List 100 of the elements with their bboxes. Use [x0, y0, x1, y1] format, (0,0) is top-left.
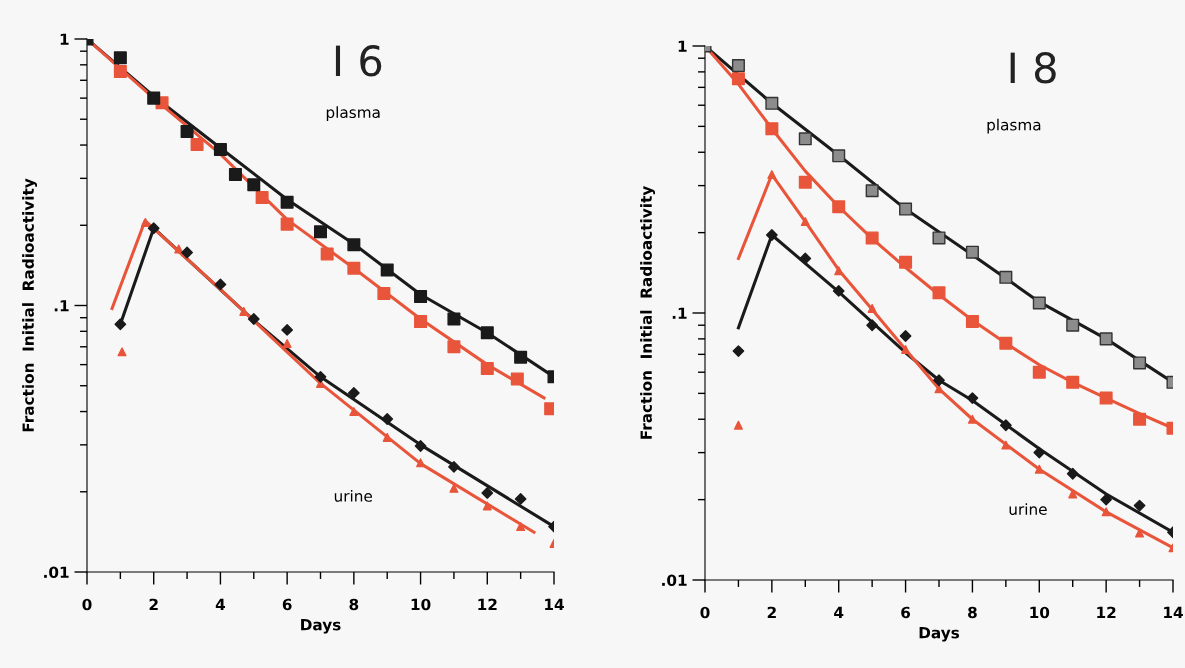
point — [767, 170, 777, 180]
point — [381, 413, 394, 425]
point — [1133, 356, 1147, 370]
x-axis-title: Days — [919, 627, 960, 642]
point — [999, 336, 1013, 350]
point — [516, 522, 526, 532]
y-tick-label: .1 — [54, 300, 69, 312]
point — [447, 312, 461, 326]
point — [113, 51, 127, 65]
point — [966, 392, 979, 405]
point — [999, 419, 1012, 432]
point — [1066, 375, 1080, 389]
point — [901, 344, 911, 354]
point — [899, 255, 913, 269]
y-tick-label: 1 — [60, 33, 69, 45]
x-tick-label: 10 — [1030, 606, 1050, 619]
point — [1101, 507, 1111, 517]
chart-title: I 6 — [335, 45, 382, 77]
y-axis-title: Fraction Initial Radioactivity — [640, 186, 656, 439]
point — [377, 286, 391, 300]
point — [999, 270, 1013, 284]
x-tick-label: 0 — [82, 598, 92, 611]
x-tick-label: 8 — [349, 598, 359, 611]
point — [1066, 318, 1080, 332]
point — [347, 386, 360, 399]
point — [414, 315, 428, 329]
point — [1032, 296, 1046, 310]
point — [865, 231, 879, 245]
point — [799, 252, 812, 265]
annotation: plasma — [326, 106, 380, 122]
point — [180, 124, 194, 138]
y-tick-label: 1 — [678, 40, 687, 52]
point — [965, 245, 979, 259]
point — [932, 231, 946, 245]
x-tick-label: 6 — [282, 598, 292, 611]
point — [482, 501, 492, 511]
x-tick-label: 8 — [968, 606, 977, 619]
point — [255, 191, 269, 205]
point — [514, 493, 527, 505]
point — [765, 122, 779, 136]
point — [282, 339, 292, 349]
point — [147, 222, 160, 235]
point — [113, 65, 127, 79]
point — [731, 72, 745, 86]
point — [414, 440, 427, 452]
point — [834, 266, 844, 276]
annotation: plasma — [987, 118, 1041, 134]
point — [798, 175, 812, 189]
point — [1068, 489, 1078, 499]
point — [1066, 467, 1079, 480]
x-tick-label: 4 — [215, 598, 226, 610]
point — [733, 420, 743, 430]
point — [140, 217, 150, 227]
point — [832, 149, 846, 163]
point — [247, 313, 260, 325]
point — [313, 225, 328, 239]
x-tick-label: 2 — [149, 598, 158, 610]
point — [347, 261, 361, 275]
point — [213, 142, 227, 156]
point — [1133, 412, 1147, 426]
x-tick-label: 4 — [834, 606, 844, 618]
x-tick-label: 14 — [545, 598, 564, 610]
point — [147, 91, 161, 105]
point — [1135, 528, 1145, 538]
y-tick-label: .01 — [44, 566, 69, 579]
point — [447, 340, 461, 354]
point — [280, 195, 294, 209]
point — [382, 432, 392, 442]
point — [190, 137, 204, 151]
point — [765, 96, 779, 110]
point — [932, 286, 946, 300]
x-tick-label: 12 — [1097, 606, 1116, 618]
point — [1099, 391, 1113, 405]
x-tick-label: 14 — [1164, 606, 1183, 618]
point — [967, 414, 977, 424]
point — [114, 318, 127, 331]
point — [934, 384, 944, 394]
x-tick-label: 2 — [767, 606, 776, 618]
point — [228, 168, 242, 182]
point — [320, 247, 334, 261]
x-tick-label: 6 — [901, 606, 911, 619]
point — [480, 326, 494, 340]
point — [899, 202, 913, 216]
point — [866, 319, 879, 332]
point — [965, 314, 979, 328]
point — [181, 246, 193, 259]
x-axis-title: Days — [301, 619, 341, 634]
point — [514, 350, 528, 364]
point — [832, 285, 845, 297]
y-tick-label: .01 — [662, 574, 687, 587]
point — [510, 372, 524, 386]
point — [867, 303, 877, 313]
point — [280, 217, 294, 231]
x-tick-label: 0 — [700, 606, 710, 619]
point — [380, 263, 394, 277]
point — [480, 362, 494, 376]
point — [800, 217, 810, 227]
y-axis-title: Fraction Initial Radioactivity — [22, 178, 38, 432]
point — [347, 238, 361, 252]
point — [214, 278, 227, 291]
